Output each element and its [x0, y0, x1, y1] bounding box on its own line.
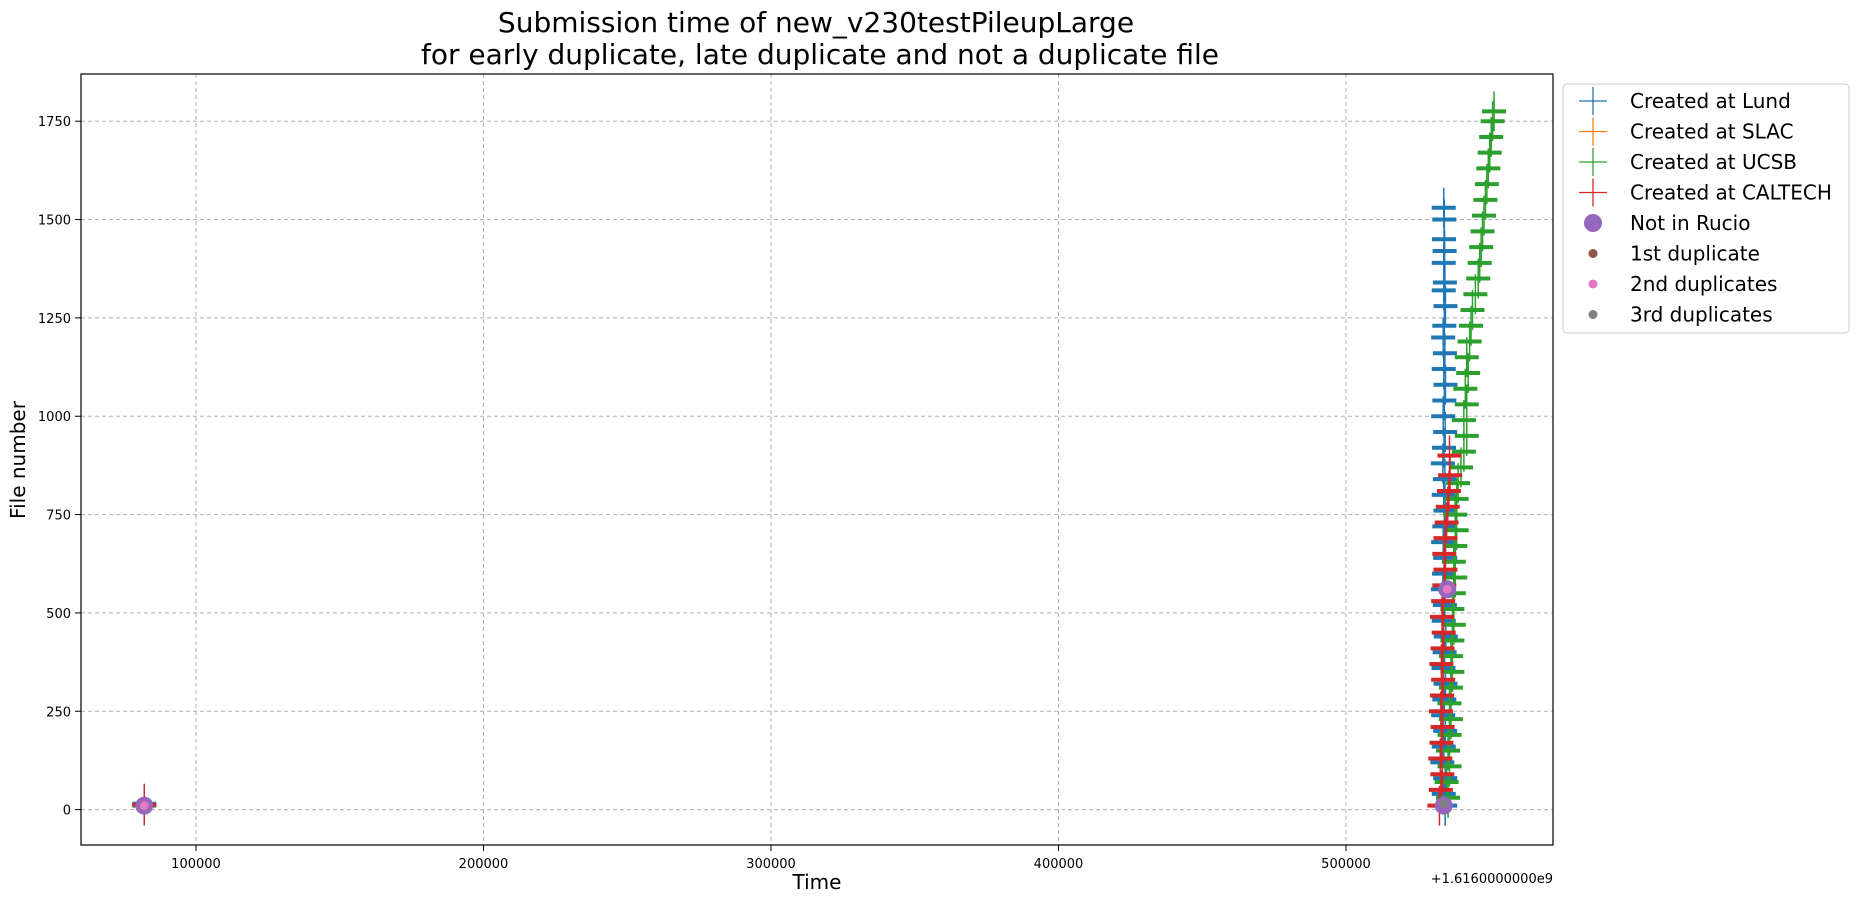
- legend-label: Created at Lund: [1630, 89, 1791, 113]
- created-at-caltech-point: [1434, 502, 1459, 543]
- created-at-ucsb-point: [1469, 227, 1494, 268]
- series-created-at-caltech: [132, 435, 1463, 826]
- chart-title-line-1: Submission time of new_v230testPileupLar…: [498, 6, 1134, 39]
- created-at-ucsb-point: [1454, 384, 1479, 425]
- created-at-ucsb-point: [1482, 91, 1507, 132]
- 1st-duplicate-legend-marker: [1588, 249, 1598, 258]
- legend-label: 2nd duplicates: [1630, 272, 1777, 296]
- x-tick-label: 100000: [171, 857, 221, 872]
- legend-item-created-at-ucsb: Created at UCSB: [1579, 148, 1797, 176]
- legend-label: Created at CALTECH: [1630, 181, 1832, 205]
- created-at-ucsb-point: [1479, 116, 1504, 157]
- created-at-ucsb-legend-marker: [1579, 148, 1607, 176]
- axis-ticks: 100000 200000 300000 400000 500000 0 250 500 750…: [38, 115, 1371, 872]
- series-3rd-duplicates: [1439, 799, 1449, 809]
- legend-item-created-at-caltech: Created at CALTECH: [1579, 178, 1832, 207]
- series-created-at-ucsb: [132, 91, 1507, 826]
- legend-item-created-at-lund: Created at Lund: [1579, 87, 1791, 115]
- x-tick-label: 500000: [1321, 857, 1371, 872]
- x-axis-offset-label: +1.6160000000e9: [1431, 872, 1553, 887]
- grid: [81, 74, 1553, 845]
- created-at-lund-point: [1432, 305, 1457, 346]
- legend-item-not-in-rucio: Not in Rucio: [1584, 211, 1750, 235]
- 2nd-duplicates-point: [1442, 584, 1452, 594]
- created-at-ucsb-point: [1451, 400, 1476, 441]
- y-tick-label: 1500: [38, 214, 71, 229]
- created-at-lund-point: [1431, 187, 1456, 228]
- created-at-ucsb-point: [1457, 321, 1482, 362]
- created-at-caltech-point: [1430, 754, 1455, 795]
- 2nd-duplicates-point: [139, 801, 149, 811]
- legend-item-1st-duplicate: 1st duplicate: [1588, 242, 1760, 266]
- legend-label: Created at SLAC: [1630, 120, 1794, 144]
- created-at-caltech-legend-marker: [1579, 178, 1607, 207]
- created-at-lund-legend-marker: [1579, 87, 1607, 115]
- created-at-ucsb-point: [1470, 211, 1495, 252]
- created-at-ucsb-point: [1473, 179, 1498, 220]
- legend: Created at Lund Created at SLAC Created at…: [1562, 83, 1850, 334]
- created-at-ucsb-point: [1434, 762, 1459, 803]
- created-at-ucsb-point: [1466, 258, 1491, 299]
- created-at-caltech-point: [1428, 738, 1453, 779]
- created-at-ucsb-point: [1480, 101, 1505, 142]
- 3rd-duplicates-point: [1439, 799, 1449, 809]
- created-at-caltech-point: [1429, 644, 1454, 685]
- legend-label: Created at UCSB: [1630, 150, 1797, 174]
- created-at-slac-legend-marker: [1579, 117, 1607, 146]
- series-created-at-lund: [132, 187, 1458, 826]
- legend-label: 1st duplicate: [1630, 242, 1760, 266]
- plot-frame: [80, 73, 1554, 846]
- created-at-ucsb-point: [1477, 132, 1502, 173]
- created-at-ucsb-point: [1474, 164, 1499, 205]
- x-tick-label: 200000: [459, 857, 509, 872]
- 3rd-duplicates-legend-marker: [1588, 310, 1598, 319]
- y-tick-label: 250: [46, 705, 71, 720]
- created-at-lund-point: [1431, 396, 1456, 437]
- created-at-caltech-point: [1437, 435, 1462, 476]
- created-at-caltech-point: [1430, 596, 1455, 637]
- created-at-lund-point: [1432, 427, 1457, 468]
- created-at-ucsb-point: [1453, 368, 1478, 409]
- series-1st-duplicate: [139, 584, 1452, 811]
- y-tick-label: 1000: [38, 410, 71, 425]
- created-at-lund-point: [1433, 411, 1458, 452]
- x-axis-label: Time: [792, 870, 842, 894]
- y-axis-label: File number: [6, 400, 30, 519]
- created-at-caltech-point: [1433, 518, 1458, 559]
- legend-box: [1562, 83, 1850, 334]
- not-in-rucio-legend-marker: [1584, 214, 1602, 232]
- created-at-ucsb-point: [1472, 195, 1496, 236]
- created-at-caltech-point: [1428, 691, 1453, 732]
- created-at-caltech-point: [1432, 533, 1457, 574]
- plot-marks: [132, 91, 1507, 826]
- y-tick-label: 1750: [38, 115, 71, 130]
- created-at-ucsb-point: [1467, 242, 1492, 283]
- created-at-ucsb-point: [1454, 337, 1479, 378]
- 2nd-duplicates-legend-marker: [1588, 279, 1598, 289]
- x-tick-label: 300000: [746, 857, 796, 872]
- created-at-ucsb-point: [1456, 352, 1481, 393]
- x-tick-label: 400000: [1034, 857, 1084, 872]
- series-not-in-rucio: [135, 580, 1457, 815]
- created-at-ucsb-point: [1463, 274, 1488, 315]
- y-tick-label: 0: [63, 804, 71, 819]
- legend-item-3rd-duplicates: 3rd duplicates: [1588, 303, 1773, 327]
- created-at-caltech-point: [1435, 486, 1460, 527]
- legend-item-created-at-slac: Created at SLAC: [1579, 117, 1794, 146]
- created-at-ucsb-point: [1476, 148, 1501, 189]
- y-tick-label: 1250: [38, 312, 71, 327]
- created-at-ucsb-point: [1459, 305, 1484, 346]
- y-tick-label: 500: [46, 607, 71, 622]
- series-2nd-duplicates: [139, 584, 1452, 811]
- created-at-ucsb-point: [1460, 290, 1485, 331]
- legend-label: 3rd duplicates: [1630, 303, 1773, 327]
- legend-label: Not in Rucio: [1630, 211, 1750, 235]
- chart-title-line-2: for early duplicate, late duplicate and …: [421, 38, 1219, 71]
- legend-item-2nd-duplicates: 2nd duplicates: [1588, 272, 1777, 296]
- y-tick-label: 750: [46, 509, 71, 524]
- created-at-caltech-point: [1436, 470, 1461, 511]
